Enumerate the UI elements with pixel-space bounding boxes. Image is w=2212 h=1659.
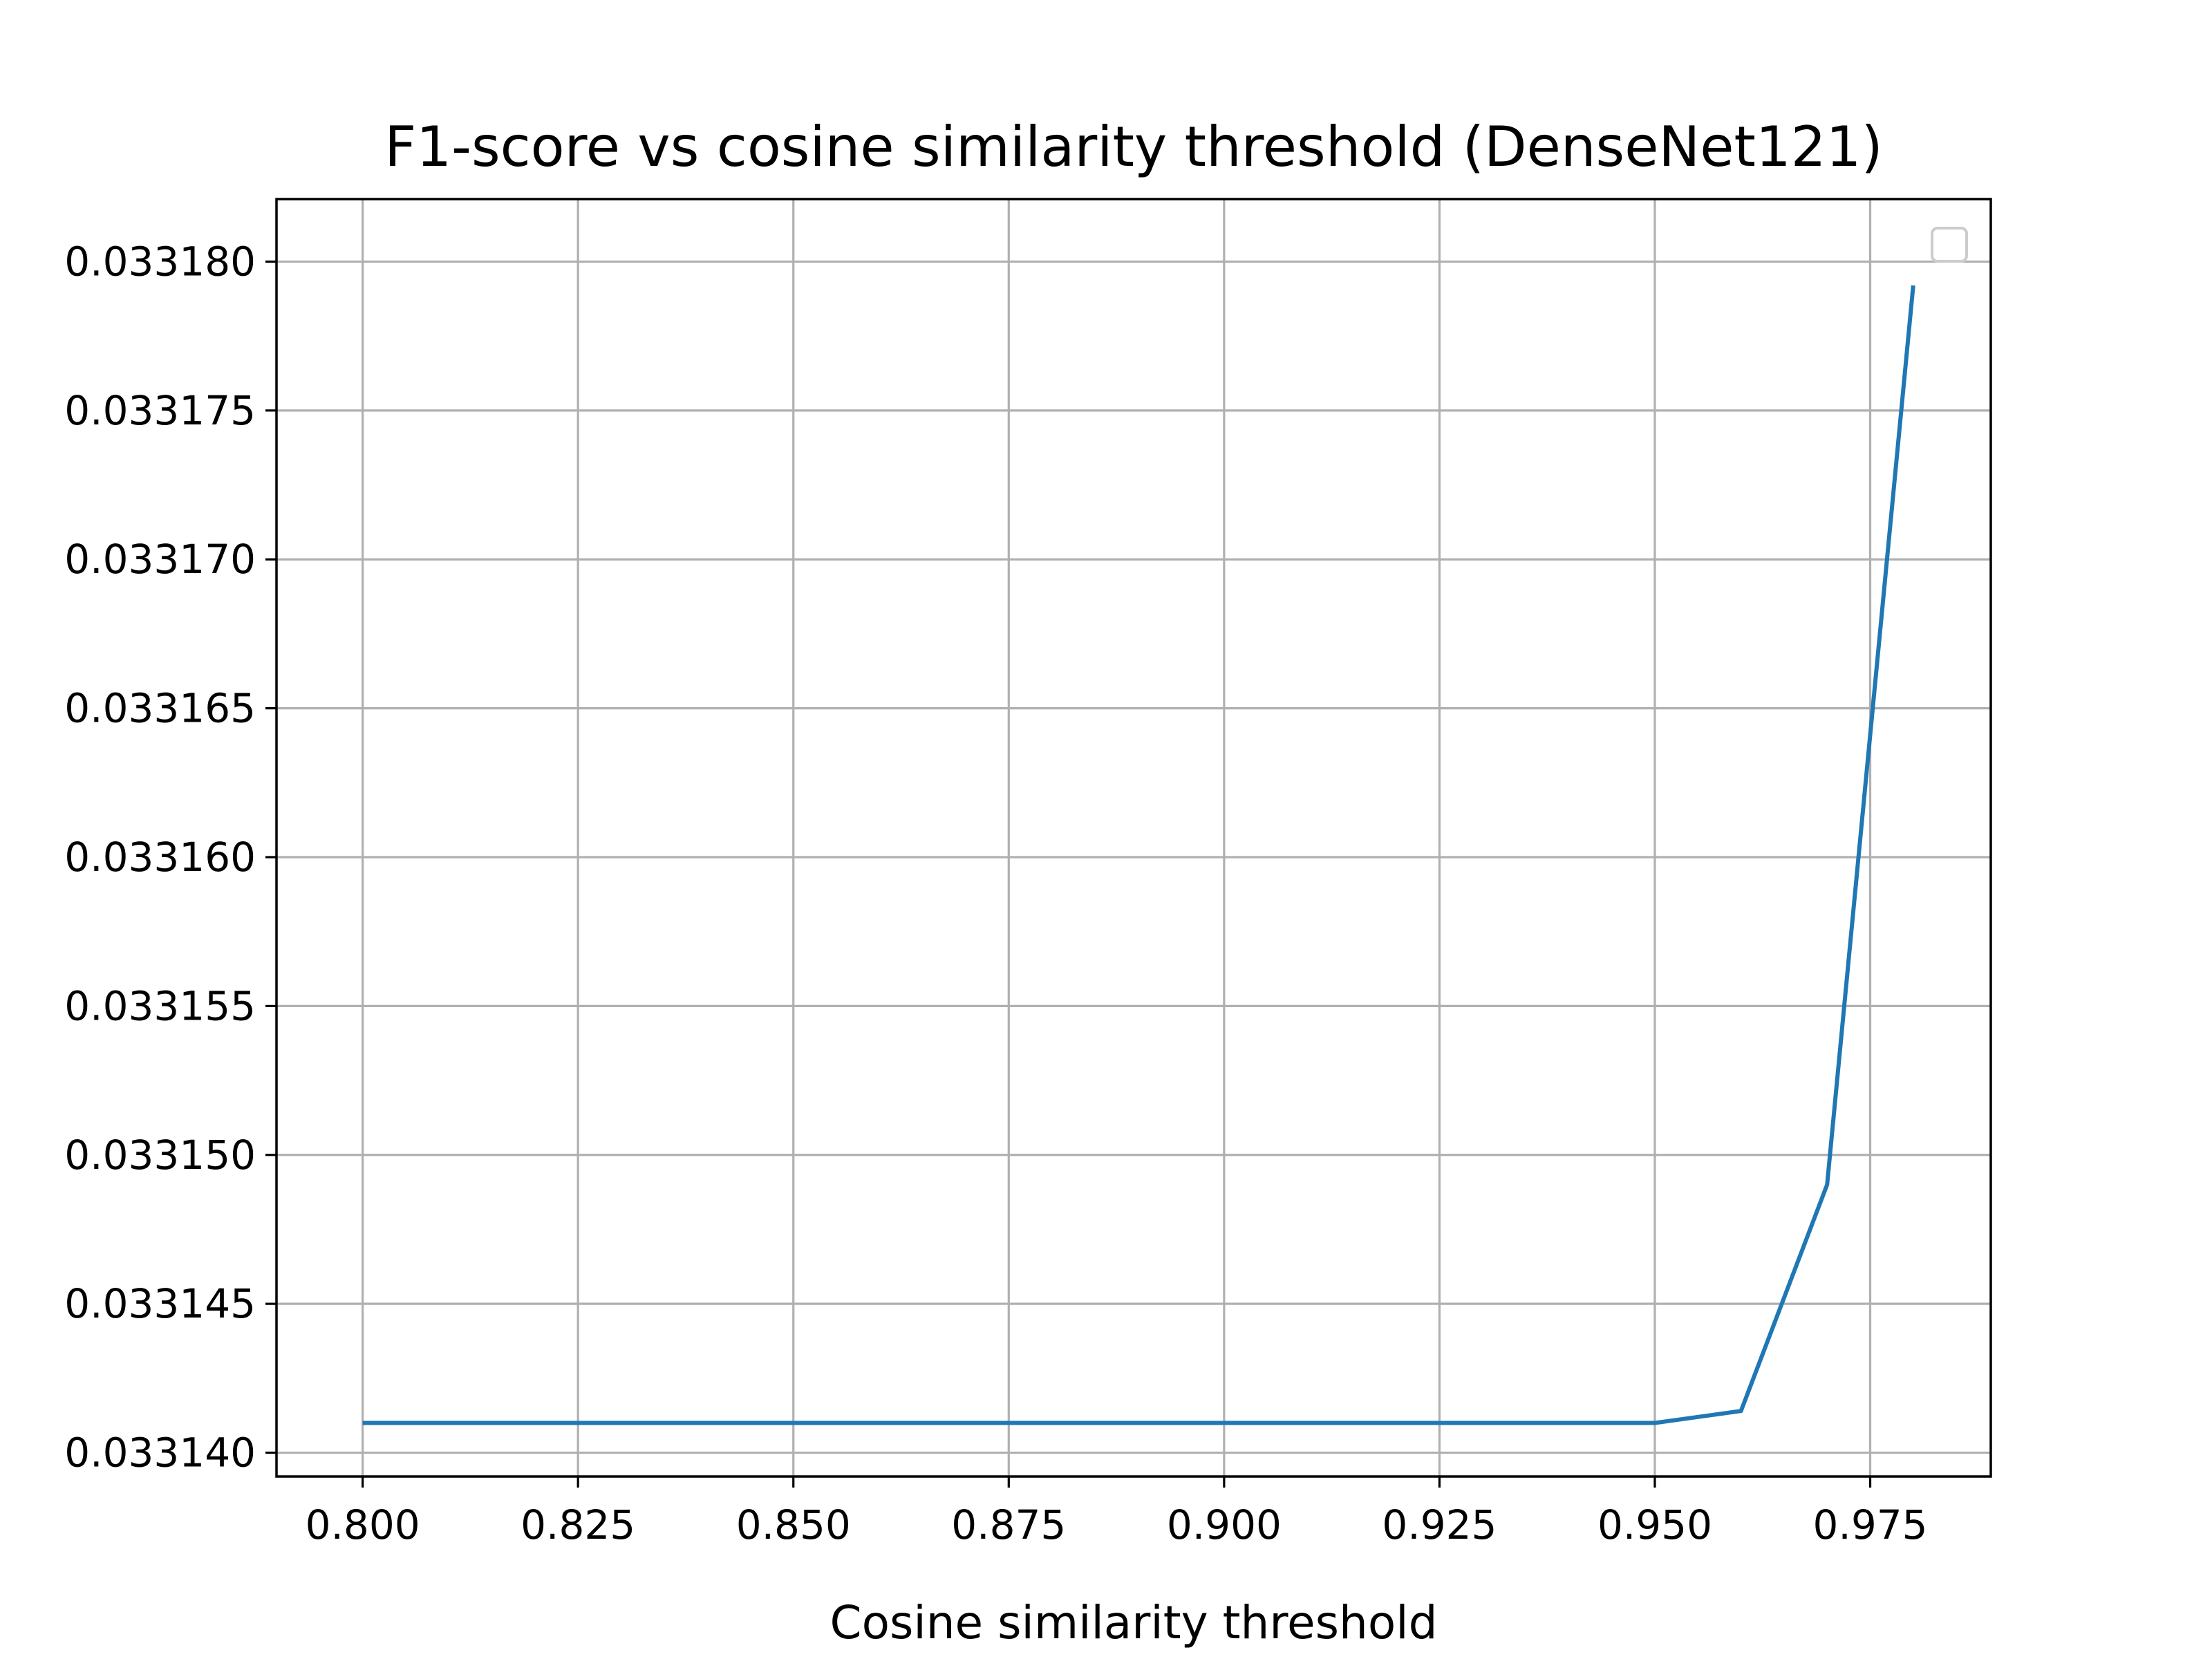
x-axis-label: Cosine similarity threshold (830, 1596, 1438, 1649)
y-tick-label: 0.033160 (64, 834, 256, 881)
y-axis: 0.033140 0.033145 0.033150 0.033155 0.033160… (64, 238, 276, 1477)
y-tick-label: 0.033140 (64, 1430, 256, 1477)
y-tick-label: 0.033170 (64, 536, 256, 583)
y-tick-label: 0.033180 (64, 238, 256, 285)
y-tick-label: 0.033150 (64, 1132, 256, 1179)
x-tick-label: 0.975 (1813, 1501, 1928, 1548)
chart-title: F1-score vs cosine similarity threshold … (384, 115, 1883, 179)
x-tick-label: 0.875 (951, 1501, 1066, 1548)
x-tick-label: 0.900 (1167, 1501, 1282, 1548)
y-tick-label: 0.033155 (64, 982, 256, 1029)
x-tick-label: 0.800 (306, 1501, 420, 1548)
series-layer (362, 285, 1915, 1425)
y-tick-label: 0.033145 (64, 1280, 256, 1327)
grid-lines (276, 199, 1991, 1477)
y-tick-label: 0.033175 (64, 387, 256, 434)
x-tick-label: 0.850 (736, 1501, 851, 1548)
plot-frame (275, 198, 1992, 1478)
f1-score-series-line (362, 285, 1915, 1425)
x-axis: 0.800 0.825 0.850 0.875 0.900 0.925 0.950 0.975 (306, 1477, 1928, 1548)
x-tick-label: 0.950 (1597, 1501, 1712, 1548)
x-tick-label: 0.925 (1382, 1501, 1497, 1548)
y-tick-label: 0.033165 (64, 685, 256, 732)
x-tick-label: 0.825 (521, 1501, 635, 1548)
legend-box (1931, 227, 1968, 263)
